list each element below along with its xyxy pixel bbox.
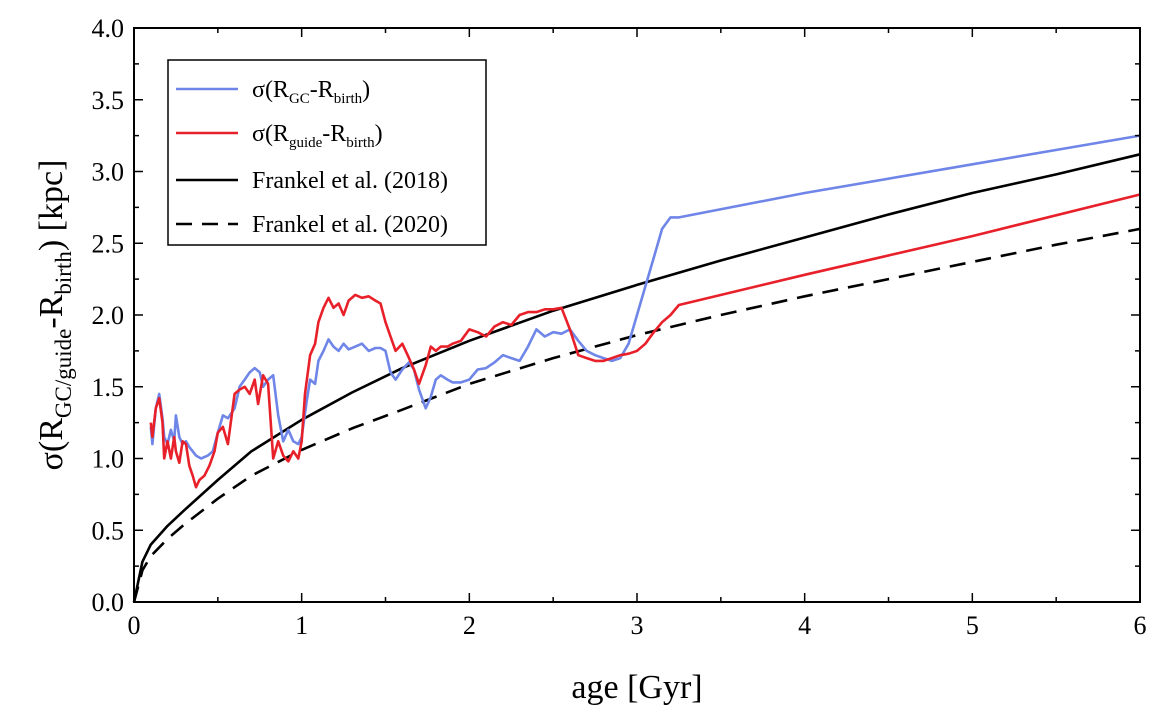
legend: σ(RGC-Rbirth) σ(Rguide-Rbirth) Frankel e… (167, 59, 487, 246)
y-tick-label: 3.0 (92, 158, 125, 187)
x-tick-label: 6 (1134, 611, 1147, 640)
y-tick-label: 0.0 (92, 588, 125, 617)
y-tick-label: 0.5 (92, 516, 125, 545)
y-axis-title: σ(RGC/guide-Rbirth) [kpc] (33, 160, 76, 471)
x-axis-title: age [Gyr] (571, 669, 702, 706)
x-tick-label: 1 (295, 611, 308, 640)
y-tick-label: 4.0 (92, 14, 125, 43)
series-layer (132, 134, 1141, 603)
y-tick-label: 2.5 (92, 229, 125, 258)
x-tick-label: 5 (966, 611, 979, 640)
series-line-4 (132, 227, 1141, 603)
y-axis-title-sub2: birth (51, 251, 76, 295)
y-tick-label: 2.0 (92, 301, 125, 330)
legend-entry-series-1: σ(RGC-Rbirth) (252, 77, 370, 107)
y-tick-label: 3.5 (92, 86, 125, 115)
axis-ticks: 0 1 2 3 4 5 6 0.0 0.5 1.0 1.5 2.0 2.5 3.0 3.5 4.0 (92, 14, 1147, 640)
y-axis-title-sub1: GC/guide (51, 329, 76, 418)
x-tick-label: 2 (463, 611, 476, 640)
series-line-1 (149, 134, 1141, 460)
y-axis-title-end: ) [kpc] (33, 160, 70, 252)
legend-box (167, 59, 487, 246)
x-tick-label: 3 (631, 611, 644, 640)
x-tick-label: 4 (798, 611, 811, 640)
y-axis-title-mid: -R (33, 294, 70, 328)
x-tick-label: 0 (128, 611, 141, 640)
legend-entry-series-3: Frankel et al. (2018) (252, 168, 448, 194)
series-line-2 (149, 193, 1141, 489)
legend-entry-series-2: σ(Rguide-Rbirth) (252, 121, 383, 151)
y-tick-label: 1.0 (92, 445, 125, 474)
y-tick-label: 1.5 (92, 373, 125, 402)
y-axis-title-base: σ(R (33, 418, 70, 471)
legend-entry-series-4: Frankel et al. (2020) (252, 212, 448, 238)
